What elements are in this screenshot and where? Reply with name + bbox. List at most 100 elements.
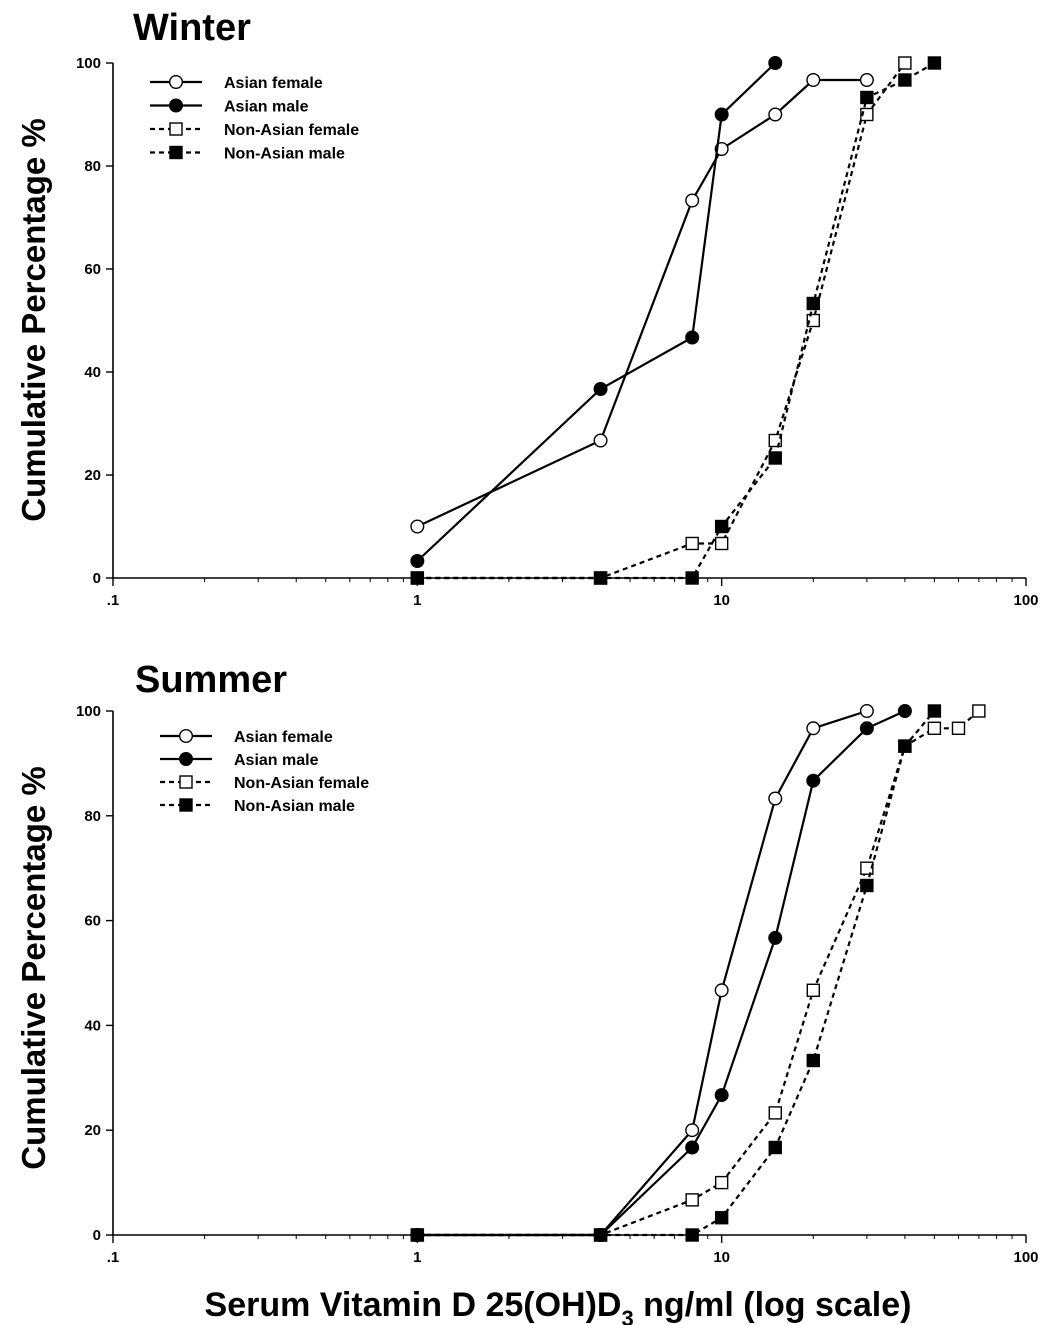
data-point <box>685 1123 700 1138</box>
data-point <box>593 433 608 448</box>
legend-marker <box>178 752 193 767</box>
series-non-asian-male <box>410 704 942 1242</box>
legend: Asian female Asian male Non-Asian female No… <box>160 729 369 815</box>
y-tick-label: 40 <box>84 1017 101 1034</box>
data-point <box>806 773 821 788</box>
y-tick-label: 80 <box>84 158 101 175</box>
data-point <box>410 519 425 534</box>
data-point <box>806 1053 820 1068</box>
data-point <box>714 983 729 998</box>
data-point <box>714 1211 729 1225</box>
data-point <box>860 861 874 875</box>
x-tick-label: 10 <box>713 592 730 609</box>
winter-chart: Winter Cumulative Percentage % 0 20 40 60 80 10… <box>15 7 1039 609</box>
data-point <box>898 73 912 87</box>
data-point <box>806 313 820 328</box>
data-point <box>768 451 782 465</box>
x-tick-label: 100 <box>1013 592 1038 609</box>
series-asian-male <box>410 704 912 1242</box>
series-line <box>417 710 980 1237</box>
y-tick-label: 60 <box>84 913 101 930</box>
data-point <box>859 704 874 719</box>
y-axis-label: Cumulative Percentage % <box>15 766 52 1169</box>
series-non-asian-male <box>410 56 942 585</box>
legend-marker <box>168 98 183 113</box>
legend-label: Asian female <box>224 75 323 92</box>
series-asian-female <box>410 704 874 1242</box>
y-tick-label: 100 <box>76 703 101 720</box>
x-tick-label: 1 <box>413 592 421 609</box>
data-point <box>927 56 942 70</box>
data-point <box>768 930 783 945</box>
data-point <box>768 791 783 806</box>
summer-chart: Summer Cumulative Percentage % 0 20 40 60 80 10… <box>15 659 1039 1266</box>
series-line <box>417 709 868 1237</box>
data-point <box>685 1193 699 1207</box>
x-tick-label: 10 <box>713 1249 730 1266</box>
data-point <box>410 1228 425 1242</box>
y-axis-label: Cumulative Percentage % <box>15 118 52 521</box>
legend-label: Asian male <box>234 752 319 769</box>
data-point <box>898 56 912 70</box>
series-asian-female <box>410 72 874 534</box>
legend-label: Non-Asian female <box>224 122 359 139</box>
legend-marker <box>169 145 183 160</box>
y-tick-label: 0 <box>93 570 101 587</box>
data-point <box>806 296 820 311</box>
series-line <box>416 62 777 562</box>
data-point <box>685 1140 700 1155</box>
data-point <box>860 90 874 105</box>
legend-label: Non-Asian male <box>234 798 355 815</box>
data-point <box>768 1140 782 1155</box>
data-point <box>685 1228 699 1242</box>
data-point <box>714 536 729 551</box>
data-point <box>806 721 821 736</box>
data-point <box>768 107 783 122</box>
x-tick-label: .1 <box>107 1249 120 1266</box>
y-tick-label: 60 <box>84 261 101 278</box>
data-point <box>860 878 874 893</box>
series-line <box>416 78 867 528</box>
legend: Asian female Asian male Non-Asian female No… <box>150 74 359 163</box>
data-point <box>927 704 942 718</box>
legend-marker <box>178 729 193 744</box>
data-point <box>685 330 700 345</box>
data-point <box>593 1228 608 1242</box>
legend-label: Asian male <box>224 99 309 116</box>
data-point <box>898 739 912 753</box>
y-tick-label: 0 <box>93 1227 101 1244</box>
data-point <box>768 56 783 71</box>
data-point <box>410 554 425 569</box>
data-point <box>806 983 820 997</box>
series-line <box>417 709 906 1237</box>
data-point <box>593 571 608 585</box>
x-tick-label: .1 <box>107 592 120 609</box>
legend-marker <box>179 798 193 812</box>
data-point <box>410 571 425 585</box>
data-point <box>768 1106 782 1120</box>
data-point <box>859 72 874 87</box>
data-point <box>859 721 874 736</box>
series-non-asian-female <box>410 56 912 585</box>
x-tick-label: 100 <box>1013 1249 1038 1266</box>
data-point <box>714 1088 729 1103</box>
y-tick-label: 100 <box>76 55 101 72</box>
data-point <box>972 704 986 718</box>
legend-label: Non-Asian male <box>224 146 345 163</box>
data-point <box>714 1175 729 1190</box>
legend-marker <box>179 775 193 789</box>
y-tick-label: 20 <box>84 1122 101 1139</box>
data-point <box>951 721 966 735</box>
chart-title: Summer <box>135 659 287 701</box>
legend-label: Asian female <box>234 729 333 746</box>
y-tick-label: 80 <box>84 808 101 825</box>
data-point <box>685 193 700 208</box>
data-point <box>685 536 699 551</box>
data-point <box>927 721 942 735</box>
y-tick-label: 20 <box>84 467 101 484</box>
x-tick-label: 1 <box>413 1249 421 1266</box>
series-line <box>417 710 936 1237</box>
legend-marker <box>168 74 183 89</box>
data-point <box>593 381 608 396</box>
